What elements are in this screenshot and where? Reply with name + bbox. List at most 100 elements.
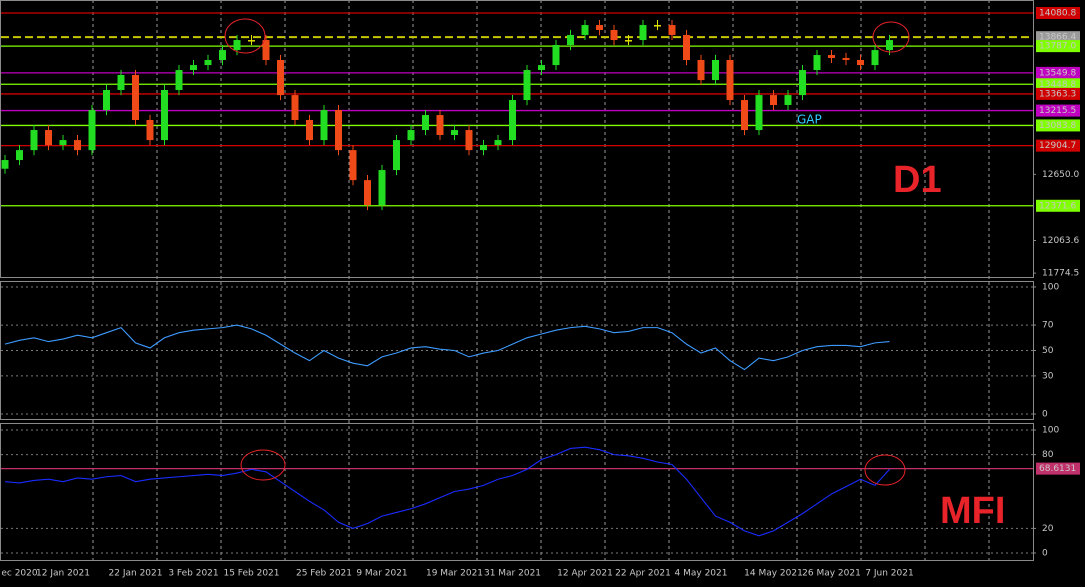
x-tick-label: 3 Feb 2021 <box>168 569 218 579</box>
x-tick-label: 26 May 2021 <box>802 569 861 579</box>
candle-body <box>219 50 226 61</box>
candle-body <box>436 115 444 136</box>
level-label: 13549.8 <box>1039 68 1076 78</box>
gap-label: GAP <box>797 113 822 127</box>
y-tick-label: 0 <box>1042 410 1048 420</box>
level-label-box <box>1036 119 1080 132</box>
highlight-circle <box>872 21 910 53</box>
candle-body <box>175 70 183 91</box>
y-tick-label: 30 <box>1042 371 1054 381</box>
level-label-box <box>1036 139 1080 152</box>
level-label: 13083.8 <box>1039 121 1076 131</box>
y-tick-label: 80 <box>1042 450 1054 460</box>
y-tick-label: 50 <box>1042 346 1054 356</box>
candle-body <box>871 50 879 66</box>
x-tick-label: 15 Feb 2021 <box>223 569 279 579</box>
highlight-circle <box>864 454 906 486</box>
x-tick-label: 7 Jun 2021 <box>865 569 913 579</box>
candle-body <box>842 57 850 61</box>
candle-body <box>320 110 328 141</box>
level-label: 13215.5 <box>1039 106 1076 116</box>
candle-body <box>262 40 270 61</box>
level-label-box <box>1036 87 1080 100</box>
candle-body <box>161 90 168 141</box>
x-tick-label: 25 Feb 2021 <box>296 569 352 579</box>
candle-body <box>639 25 647 41</box>
highlight-circle <box>224 18 266 54</box>
candle-body <box>190 65 197 71</box>
y-tick-label: 12650.0 <box>1042 170 1079 180</box>
candle-body <box>538 65 545 71</box>
candle-body <box>886 40 893 51</box>
y-tick-label: 20 <box>1042 524 1054 534</box>
level-label: 13363.3 <box>1039 89 1076 99</box>
candle-body <box>248 40 255 42</box>
level-label-box <box>1036 40 1080 53</box>
level-label-box <box>1036 78 1080 91</box>
x-tick-label: 22 Apr 2021 <box>615 569 671 579</box>
candle-body <box>393 140 400 171</box>
candle-body <box>364 180 371 206</box>
level-label: 13866.4 <box>1039 33 1076 43</box>
level-label-box <box>1036 6 1080 19</box>
candle-body <box>697 60 705 81</box>
level-label-box <box>1036 66 1080 79</box>
candle-body <box>407 130 415 141</box>
main-panel-frame <box>0 0 1034 278</box>
x-tick-label: 12 Apr 2021 <box>557 569 613 579</box>
candle-body <box>755 95 763 131</box>
y-tick-label: 70 <box>1042 321 1054 331</box>
y-tick-label: 12063.6 <box>1042 236 1079 246</box>
x-tick-label: 12 Jan 2021 <box>36 569 90 579</box>
y-tick-label: 0 <box>1042 548 1048 558</box>
candle-body <box>59 140 67 146</box>
x-tick-label: 22 Jan 2021 <box>109 569 163 579</box>
x-tick-label: 31 Mar 2021 <box>484 569 541 579</box>
candle-body <box>16 150 23 161</box>
candle-body <box>857 60 864 66</box>
candle-body <box>349 150 357 181</box>
candle-body <box>625 40 632 42</box>
level-label-box <box>1036 462 1080 475</box>
candle-body <box>204 60 212 66</box>
y-tick-label: 100 <box>1042 426 1059 436</box>
level-label: 13448.8 <box>1039 80 1076 90</box>
candle-body <box>465 130 473 151</box>
candle-body <box>784 95 792 106</box>
candle-body <box>552 45 560 66</box>
candle-body <box>1 160 9 169</box>
y-tick-label: 100 <box>1042 282 1059 292</box>
level-label: 12904.7 <box>1039 141 1076 151</box>
level-label-box <box>1036 104 1080 117</box>
candle-body <box>30 130 38 151</box>
candle-body <box>291 95 299 121</box>
candle-body <box>813 55 821 71</box>
mfi-panel-frame <box>0 423 1034 561</box>
y-tick-label: 11774.5 <box>1042 269 1079 279</box>
candle-body <box>509 100 516 141</box>
candle-body <box>654 25 661 27</box>
rsi-panel-frame <box>0 281 1034 420</box>
candle-body <box>770 95 777 106</box>
candle-body <box>45 130 52 146</box>
candle-body <box>581 25 589 35</box>
candle-body <box>277 60 284 96</box>
x-tick-label: 9 Mar 2021 <box>356 569 407 579</box>
candle-body <box>117 75 125 91</box>
candle-body <box>132 75 139 121</box>
candle-body <box>480 145 487 151</box>
candle-body <box>335 110 342 151</box>
level-label: 14080.8 <box>1039 8 1076 18</box>
candle-body <box>712 60 719 81</box>
candle-body <box>378 170 386 206</box>
candle-body <box>494 140 502 146</box>
indicator-label: MFI <box>940 490 1005 532</box>
candle-body <box>610 30 618 41</box>
candle-body <box>88 110 96 151</box>
candle-body <box>74 140 81 151</box>
candle-body <box>828 55 835 58</box>
x-tick-label: ec 2020 <box>1 569 38 579</box>
level-label-box <box>1036 199 1080 212</box>
